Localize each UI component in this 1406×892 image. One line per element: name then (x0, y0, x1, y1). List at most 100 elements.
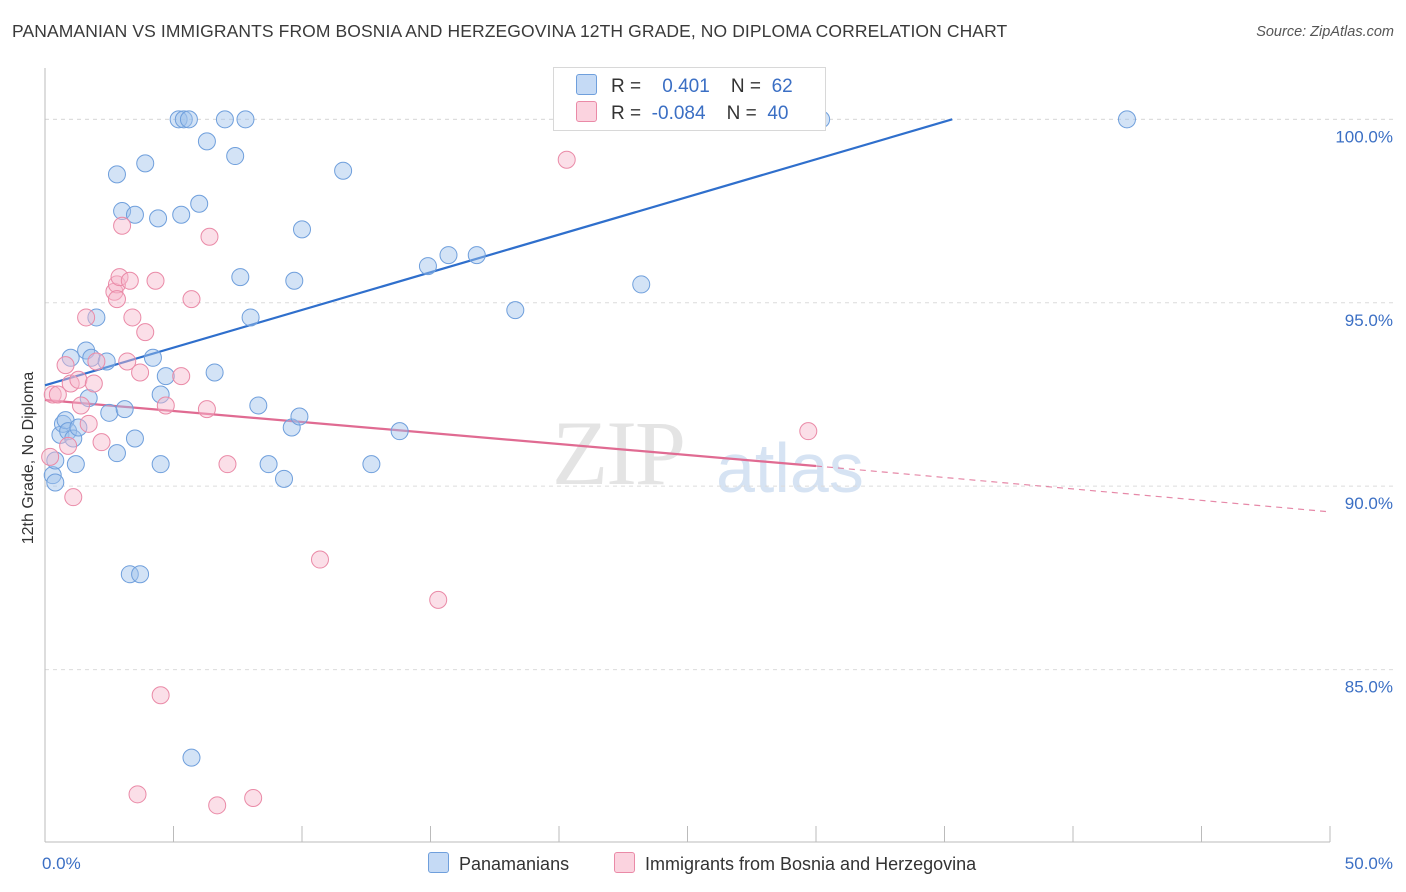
y-tick-label-1: 95.0% (1345, 311, 1393, 330)
data-point-0-23 (125, 205, 144, 224)
data-point-0-25 (136, 154, 155, 173)
data-point-0-21 (120, 565, 139, 584)
grid-lines (45, 118, 1395, 671)
data-point-1-24 (136, 323, 155, 342)
data-point-0-24 (131, 565, 150, 584)
data-point-0-16 (100, 403, 119, 422)
data-point-1-4 (59, 436, 78, 455)
data-point-1-12 (87, 352, 106, 371)
data-point-1-11 (84, 374, 103, 393)
y-tick-label-0: 100.0% (1335, 127, 1393, 146)
data-point-0-34 (179, 110, 198, 129)
data-point-0-22 (125, 429, 144, 448)
axes (44, 68, 1331, 843)
legend-n-value-panamanians: 62 (771, 76, 793, 97)
data-point-0-56 (467, 246, 486, 265)
data-point-0-33 (174, 110, 193, 129)
data-point-0-15 (97, 352, 116, 371)
data-point-0-43 (241, 308, 260, 327)
legend-row-bosnia: R = -0.084 N = 40 (576, 101, 788, 127)
y-tick-label-3: 85.0% (1345, 678, 1393, 697)
legend-n-value-bosnia: 40 (767, 103, 789, 124)
data-point-1-25 (146, 271, 165, 290)
data-point-0-44 (249, 396, 268, 415)
data-point-0-54 (418, 257, 437, 276)
legend-swatch-pink (576, 101, 597, 122)
data-point-0-55 (439, 246, 458, 265)
data-point-1-27 (156, 396, 175, 415)
legend-r-label: R = (611, 76, 642, 97)
legend-label-bosnia: Immigrants from Bosnia and Herzegovina (645, 854, 977, 874)
data-point-0-38 (205, 363, 224, 382)
legend-r-value-panamanians: 0.401 (662, 76, 710, 97)
legend-item-panamanians[interactable]: Panamanians (428, 852, 569, 875)
data-point-0-2 (46, 451, 65, 470)
data-point-1-19 (118, 352, 137, 371)
data-point-1-10 (79, 414, 98, 433)
data-point-0-13 (82, 348, 101, 367)
data-point-0-50 (293, 220, 311, 239)
data-point-1-20 (120, 271, 139, 290)
legend-swatch-blue (428, 852, 449, 873)
data-point-1-37 (557, 150, 576, 169)
data-point-1-3 (56, 356, 75, 375)
data-point-1-34 (244, 788, 263, 807)
data-point-0-30 (156, 367, 175, 386)
y-axis-title: 12th Grade, No Diploma (20, 372, 37, 545)
data-point-1-32 (208, 796, 227, 815)
data-point-0-46 (275, 469, 294, 488)
trend-line-0 (44, 118, 953, 387)
legend-swatch-pink (614, 852, 635, 873)
data-point-1-1 (43, 385, 62, 404)
data-point-0-49 (290, 407, 309, 426)
legend-label-panamanians: Panamanians (459, 854, 570, 874)
data-point-1-0 (41, 447, 60, 466)
data-point-0-51 (334, 161, 353, 180)
legend-n-label: N = (730, 76, 762, 97)
data-point-1-17 (110, 268, 129, 287)
data-point-0-52 (362, 455, 381, 474)
data-point-1-8 (71, 396, 90, 415)
data-point-1-30 (197, 400, 216, 419)
data-point-1-38 (799, 422, 818, 441)
data-point-0-39 (215, 110, 234, 129)
legend-r-value-bosnia: -0.084 (651, 103, 706, 124)
data-point-0-28 (151, 385, 170, 404)
data-point-0-35 (182, 748, 201, 767)
data-point-0-20 (115, 400, 134, 419)
data-point-0-27 (149, 209, 168, 228)
legend-n-label: N = (726, 103, 757, 124)
data-point-0-48 (285, 271, 304, 290)
tick-labels: 100.0% 95.0% 90.0% 85.0% 0.0% 50.0% (42, 127, 1393, 873)
data-point-1-31 (200, 227, 219, 246)
legend-swatch-blue (576, 74, 597, 95)
trend-lines (44, 118, 1331, 513)
data-point-0-17 (107, 444, 126, 463)
data-point-1-29 (182, 290, 201, 309)
data-point-0-10 (69, 418, 88, 437)
data-point-1-26 (151, 686, 170, 705)
data-point-0-58 (632, 275, 651, 294)
data-point-1-16 (107, 290, 126, 309)
data-point-0-31 (169, 110, 188, 129)
data-point-1-21 (123, 308, 142, 327)
data-point-0-61 (1117, 110, 1136, 129)
data-point-1-7 (69, 370, 88, 389)
source-label: Source: ZipAtlas.com (1256, 24, 1394, 40)
y-tick-label-2: 90.0% (1345, 494, 1393, 513)
chart-title: PANAMANIAN VS IMMIGRANTS FROM BOSNIA AND… (12, 21, 1008, 41)
data-point-1-28 (172, 367, 191, 386)
data-point-0-14 (87, 308, 106, 327)
data-point-0-1 (46, 473, 65, 492)
legend-item-bosnia[interactable]: Immigrants from Bosnia and Herzegovina (614, 852, 976, 875)
data-point-0-29 (151, 455, 170, 474)
data-point-1-36 (429, 590, 448, 609)
legend-row-panamanians: R = 0.401 N = 62 (576, 74, 793, 100)
data-point-1-2 (48, 385, 67, 404)
data-point-1-33 (218, 455, 237, 474)
x-tick-label-1: 50.0% (1345, 854, 1393, 873)
data-point-0-0 (43, 466, 62, 485)
data-point-0-32 (172, 205, 191, 224)
x-tick-label-0: 0.0% (42, 854, 81, 873)
